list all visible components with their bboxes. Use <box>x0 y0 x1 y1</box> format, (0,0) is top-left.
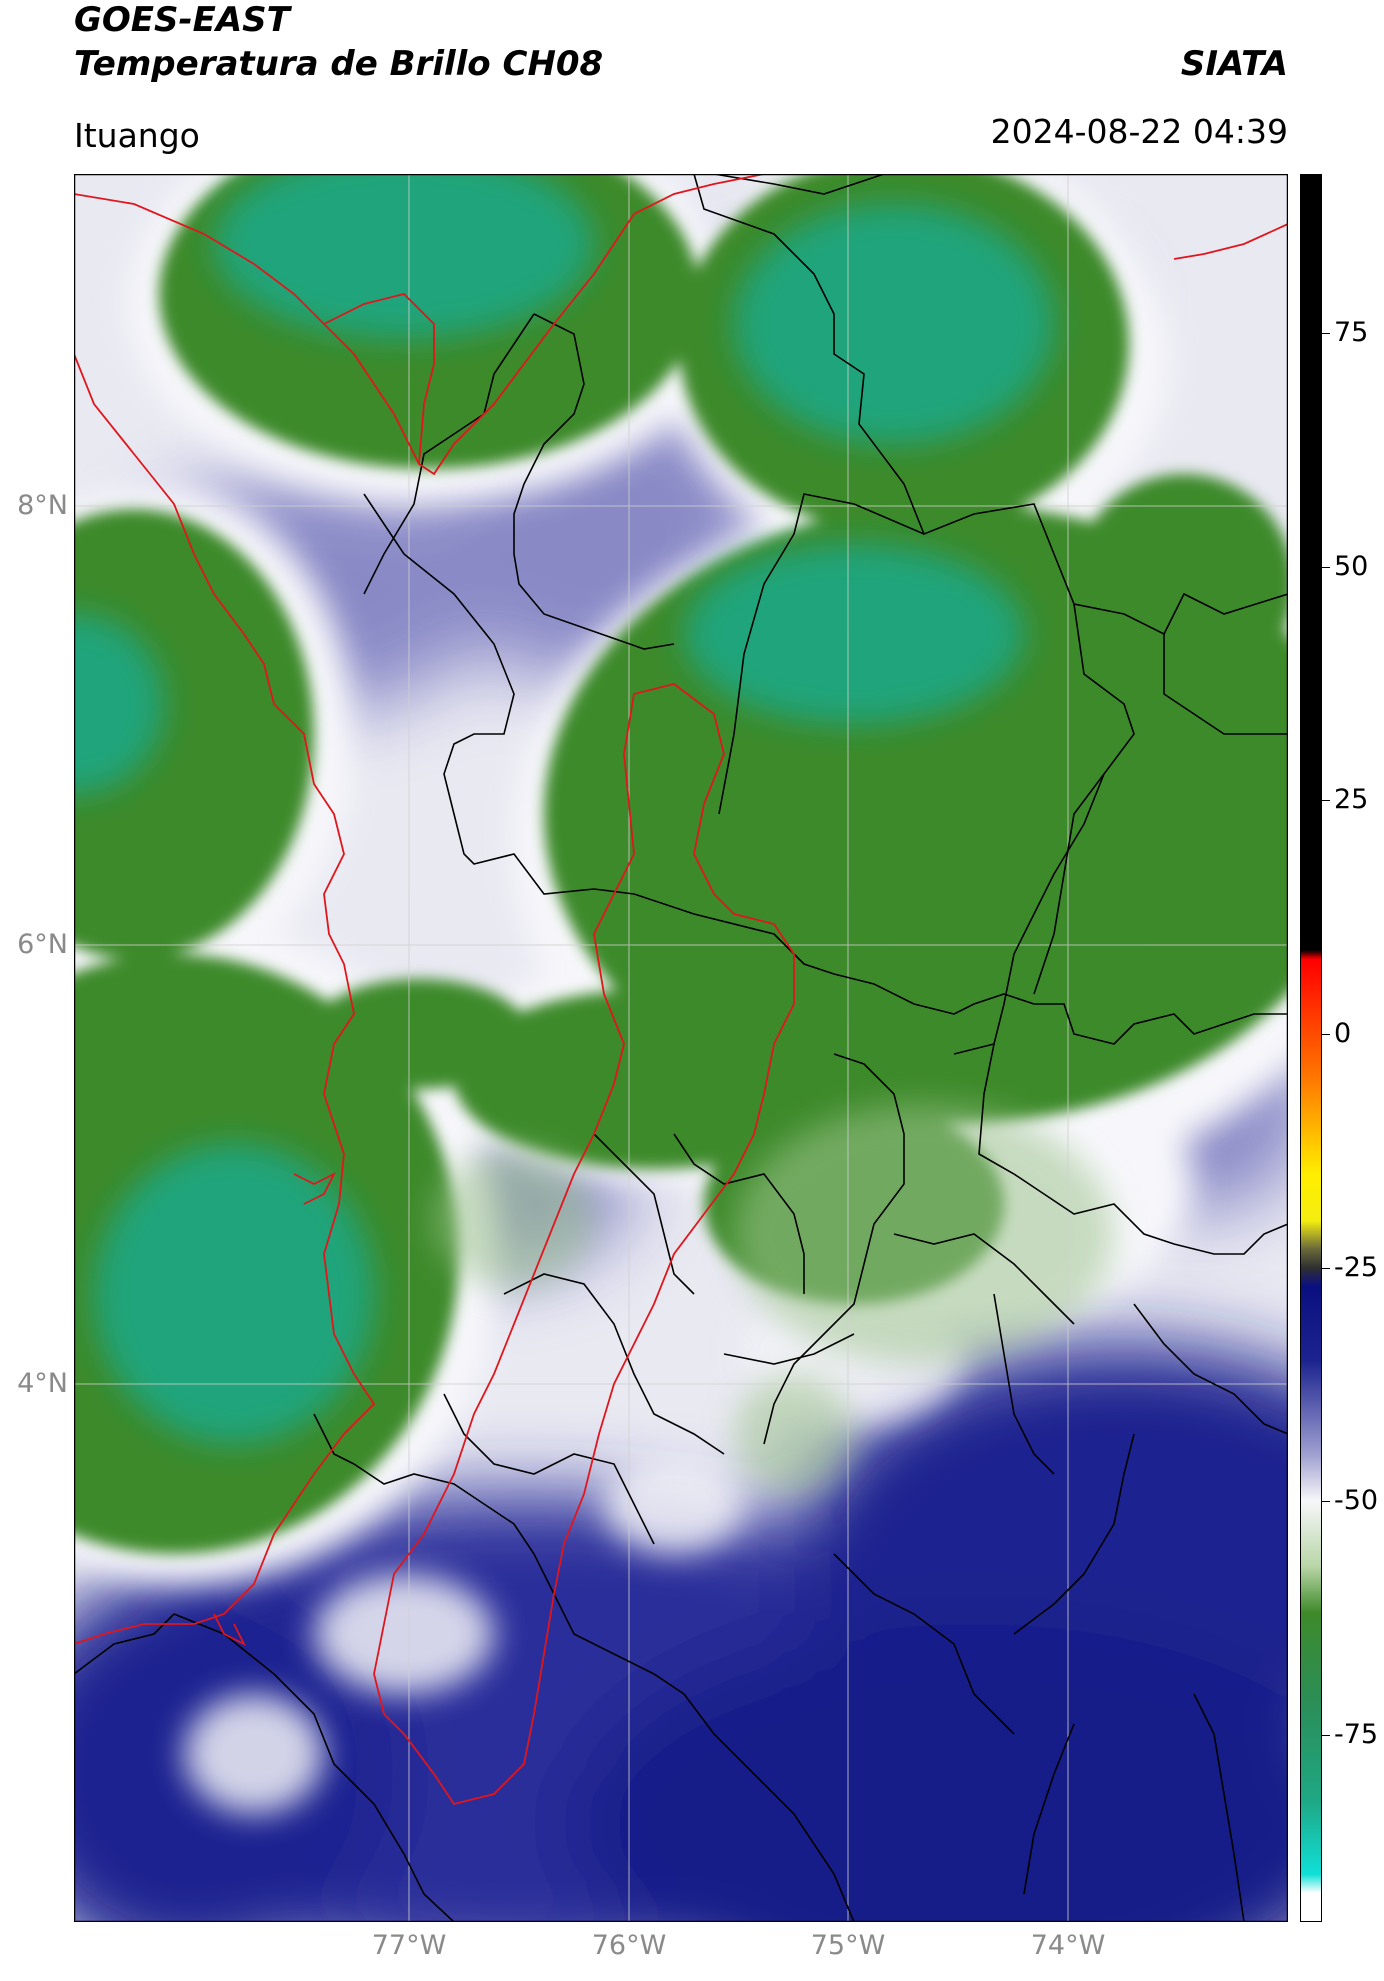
lat-label-4n: 4°N <box>17 1368 68 1399</box>
colorbar-tick-label: 50 <box>1334 550 1369 582</box>
lat-label-8n: 8°N <box>17 490 68 521</box>
colorbar-tick <box>1322 1501 1330 1503</box>
colorbar-tick <box>1322 800 1330 802</box>
product-title: Temperatura de Brillo CH08 <box>74 44 604 84</box>
lat-label-6n: 6°N <box>17 929 68 960</box>
colorbar-tick <box>1322 1735 1330 1737</box>
lon-label-77w: 77°W <box>371 1930 447 1961</box>
colorbar-tick <box>1322 566 1330 568</box>
colorbar-tick <box>1322 1033 1330 1035</box>
region-label: Ituango <box>74 116 200 155</box>
colorbar-tick-label: -75 <box>1334 1719 1379 1751</box>
organization-label: SIATA <box>1180 44 1288 84</box>
gridlines <box>74 174 1288 1922</box>
lon-label-76w: 76°W <box>591 1930 667 1961</box>
colorbar-tick <box>1322 1267 1330 1269</box>
colorbar-tick-label: 25 <box>1334 784 1369 816</box>
colorbar-tick-label: 0 <box>1334 1017 1352 1049</box>
colorbar-tick <box>1322 332 1330 334</box>
datetime-label: 2024-08-22 04:39 <box>990 112 1288 151</box>
colorbar-tick-label: -25 <box>1334 1251 1379 1283</box>
lon-label-75w: 75°W <box>810 1930 886 1961</box>
lon-label-74w: 74°W <box>1030 1930 1106 1961</box>
map-panel[interactable] <box>74 174 1288 1922</box>
highlight-boundaries <box>74 174 1288 1806</box>
satellite-title: GOES-EAST <box>74 0 290 40</box>
brightness-temperature-map <box>74 174 1288 1922</box>
colorbar-tick-label: -50 <box>1334 1485 1379 1517</box>
colorbar-tick-label: 75 <box>1334 316 1369 348</box>
colorbar <box>1300 174 1322 1922</box>
department-boundaries <box>74 174 1288 1922</box>
